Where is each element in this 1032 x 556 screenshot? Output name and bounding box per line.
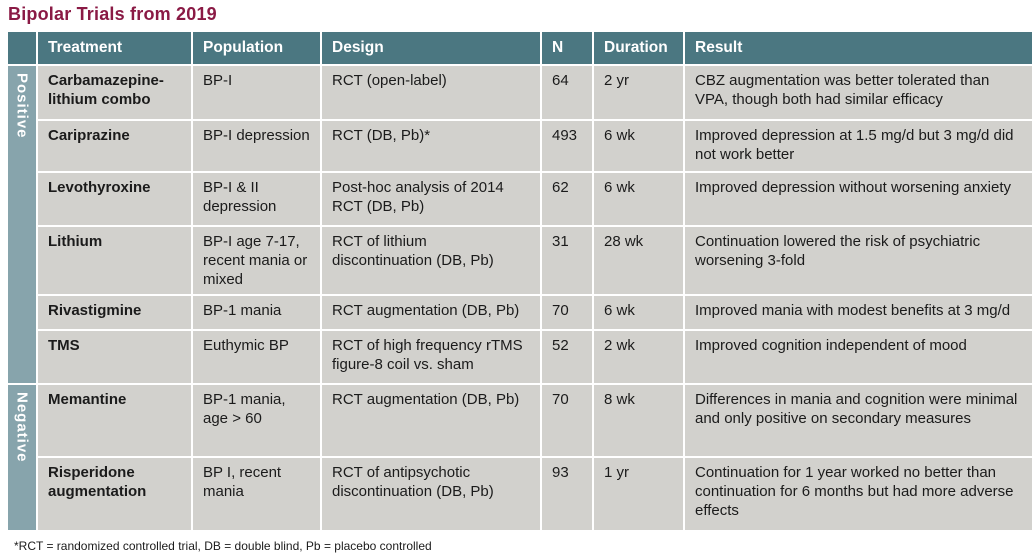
cell-design: RCT (DB, Pb)*	[322, 121, 540, 171]
cell-result: CBZ augmentation was better tolerated th…	[685, 66, 1032, 119]
cell-result: Continuation lowered the risk of psychia…	[685, 227, 1032, 294]
column-header-duration: Duration	[594, 32, 683, 64]
cell-n: 70	[542, 296, 592, 329]
section-negative: Negative	[8, 385, 36, 530]
section-positive: Positive	[8, 66, 36, 383]
section-positive-label: Positive	[13, 73, 31, 139]
cell-result: Continuation for 1 year worked no better…	[685, 458, 1032, 530]
cell-duration: 2 wk	[594, 331, 683, 383]
cell-design: Post-hoc analysis of 2014 RCT (DB, Pb)	[322, 173, 540, 225]
cell-design: RCT augmentation (DB, Pb)	[322, 296, 540, 329]
cell-result: Improved depression without worsening an…	[685, 173, 1032, 225]
cell-design: RCT (open-label)	[322, 66, 540, 119]
cell-population: BP-I & II depression	[193, 173, 320, 225]
cell-n: 493	[542, 121, 592, 171]
cell-result: Differences in mania and cognition were …	[685, 385, 1032, 456]
cell-duration: 6 wk	[594, 121, 683, 171]
bipolar-trials-table: Treatment Population Design N Duration R…	[8, 32, 1032, 530]
section-negative-label: Negative	[13, 392, 31, 463]
cell-design: RCT of high frequency rTMS figure-8 coil…	[322, 331, 540, 383]
cell-treatment: Carbamazepine-lithium combo	[38, 66, 191, 119]
cell-duration: 28 wk	[594, 227, 683, 294]
cell-treatment: Rivastigmine	[38, 296, 191, 329]
cell-treatment: Levothyroxine	[38, 173, 191, 225]
cell-population: BP-1 mania, age > 60	[193, 385, 320, 456]
table-footnote: *RCT = randomized controlled trial, DB =…	[14, 539, 432, 553]
cell-design: RCT of antipsychotic discontinuation (DB…	[322, 458, 540, 530]
cell-duration: 8 wk	[594, 385, 683, 456]
column-header-treatment: Treatment	[38, 32, 191, 64]
column-header-n: N	[542, 32, 592, 64]
cell-n: 93	[542, 458, 592, 530]
cell-population: BP-I depression	[193, 121, 320, 171]
cell-design: RCT augmentation (DB, Pb)	[322, 385, 540, 456]
column-header-population: Population	[193, 32, 320, 64]
cell-design: RCT of lithium discontinuation (DB, Pb)	[322, 227, 540, 294]
cell-duration: 6 wk	[594, 173, 683, 225]
cell-population: BP-I	[193, 66, 320, 119]
cell-n: 52	[542, 331, 592, 383]
cell-population: BP-I age 7-17, recent mania or mixed	[193, 227, 320, 294]
page-title: Bipolar Trials from 2019	[8, 4, 217, 24]
cell-result: Improved depression at 1.5 mg/d but 3 mg…	[685, 121, 1032, 171]
cell-treatment: TMS	[38, 331, 191, 383]
cell-duration: 1 yr	[594, 458, 683, 530]
cell-population: BP I, recent mania	[193, 458, 320, 530]
cell-duration: 2 yr	[594, 66, 683, 119]
cell-n: 64	[542, 66, 592, 119]
cell-n: 62	[542, 173, 592, 225]
cell-result: Improved mania with modest benefits at 3…	[685, 296, 1032, 329]
column-header-design: Design	[322, 32, 540, 64]
cell-treatment: Cariprazine	[38, 121, 191, 171]
cell-population: BP-1 mania	[193, 296, 320, 329]
column-header-result: Result	[685, 32, 1032, 64]
header-corner-cell	[8, 32, 36, 64]
cell-treatment: Risperidone augmentation	[38, 458, 191, 530]
cell-n: 70	[542, 385, 592, 456]
cell-duration: 6 wk	[594, 296, 683, 329]
cell-result: Improved cognition independent of mood	[685, 331, 1032, 383]
cell-treatment: Memantine	[38, 385, 191, 456]
cell-n: 31	[542, 227, 592, 294]
cell-treatment: Lithium	[38, 227, 191, 294]
cell-population: Euthymic BP	[193, 331, 320, 383]
